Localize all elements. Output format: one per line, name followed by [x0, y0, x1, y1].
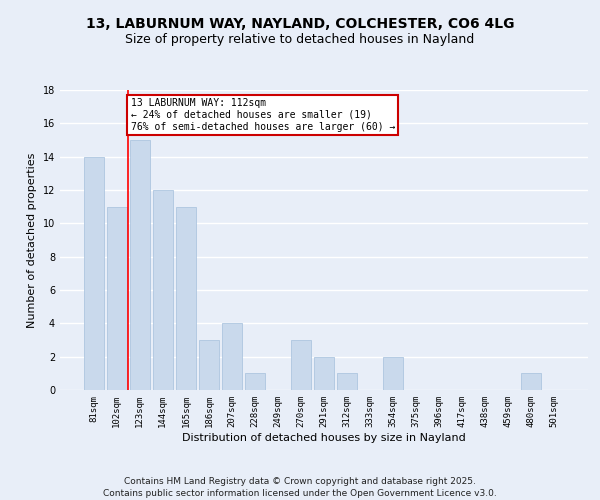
Bar	[107, 206, 127, 390]
X-axis label: Distribution of detached houses by size in Nayland: Distribution of detached houses by size …	[182, 432, 466, 442]
Bar	[291, 340, 311, 390]
Text: Contains HM Land Registry data © Crown copyright and database right 2025.
Contai: Contains HM Land Registry data © Crown c…	[103, 476, 497, 498]
Bar	[314, 356, 334, 390]
Text: 13 LABURNUM WAY: 112sqm
← 24% of detached houses are smaller (19)
76% of semi-de: 13 LABURNUM WAY: 112sqm ← 24% of detache…	[131, 98, 395, 132]
Y-axis label: Number of detached properties: Number of detached properties	[27, 152, 37, 328]
Bar	[337, 374, 357, 390]
Text: 13, LABURNUM WAY, NAYLAND, COLCHESTER, CO6 4LG: 13, LABURNUM WAY, NAYLAND, COLCHESTER, C…	[86, 18, 514, 32]
Bar	[383, 356, 403, 390]
Bar	[521, 374, 541, 390]
Bar	[199, 340, 218, 390]
Bar	[245, 374, 265, 390]
Bar	[153, 190, 173, 390]
Bar	[222, 324, 242, 390]
Bar	[176, 206, 196, 390]
Text: Size of property relative to detached houses in Nayland: Size of property relative to detached ho…	[125, 32, 475, 46]
Bar	[130, 140, 149, 390]
Bar	[84, 156, 104, 390]
